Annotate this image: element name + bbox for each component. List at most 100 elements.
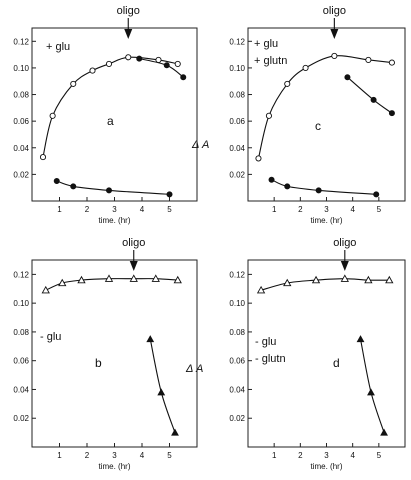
panel-b-xtick-label: 4 xyxy=(140,451,145,460)
panel-a-series-0-point-5 xyxy=(125,54,132,61)
panel-c-ytick-label: 0.10 xyxy=(229,64,245,73)
panel-d-letter: d xyxy=(333,356,340,370)
panel-b-ytick-label: 0.04 xyxy=(13,385,29,394)
panel-c-xtick-label: 2 xyxy=(298,205,303,214)
panel-c-series-0-curve xyxy=(257,55,392,159)
panel-c-series-2-point-0 xyxy=(268,176,275,183)
panel-b-series-1-point-1 xyxy=(157,388,166,396)
panel-a-series-1-point-2 xyxy=(180,74,187,81)
panel-a-series-2-curve xyxy=(56,180,170,195)
panel-c-ytick-label: 0.04 xyxy=(229,144,245,153)
panel-a-ytick-label: 0.12 xyxy=(13,37,29,46)
panel-c-series-0-point-6 xyxy=(388,59,395,66)
panel-b-series-1-curve xyxy=(149,338,176,433)
panel-b-annotation-0: - glu xyxy=(40,331,61,343)
panel-b-ytick-label: 0.08 xyxy=(13,328,29,337)
panel-b-xlabel: time. (hr) xyxy=(99,462,131,471)
panel-c-oligo-label: oligo xyxy=(323,5,346,17)
panel-c-xtick-label: 1 xyxy=(272,205,277,214)
panel-c-series-0-point-2 xyxy=(284,80,291,87)
panel-b-ytick-label: 0.02 xyxy=(13,414,29,423)
panel-a-xtick-label: 5 xyxy=(167,205,172,214)
panel-d-series-1-point-0 xyxy=(356,335,365,343)
panel-c-series-1-point-2 xyxy=(388,110,395,117)
panel-c-series-1-curve xyxy=(347,76,393,114)
panel-a-series-2-point-0 xyxy=(53,178,60,185)
panel-a-letter: a xyxy=(107,114,114,128)
panel-a-frame xyxy=(31,27,198,202)
delta-a-label-bottom: Δ A xyxy=(185,363,203,375)
panel-c-annotation-1: + glutn xyxy=(254,55,287,67)
panel-c-ytick-label: 0.08 xyxy=(229,91,245,100)
panel-c-xtick-label: 5 xyxy=(377,205,382,214)
panel-a-xtick-label: 3 xyxy=(112,205,117,214)
panel-b-series-0-point-6 xyxy=(173,275,182,284)
panel-d-xlabel: time. (hr) xyxy=(311,462,343,471)
panel-d-xtick-label: 1 xyxy=(272,451,277,460)
panel-b-series-0-point-2 xyxy=(77,275,86,284)
panel-a-series-0-point-2 xyxy=(70,80,77,87)
panel-d-xtick-label: 5 xyxy=(377,451,382,460)
panel-d-ytick-label: 0.02 xyxy=(229,414,245,423)
panel-d-series-1-curve xyxy=(359,338,385,433)
panel-d-xtick-label: 2 xyxy=(298,451,303,460)
panel-a-series-2-point-2 xyxy=(106,187,113,194)
panel-c-series-1-point-0 xyxy=(344,74,351,81)
panel-c-ytick-label: 0.12 xyxy=(229,37,245,46)
panel-c-ytick-label: 0.02 xyxy=(229,170,245,179)
panel-c-series-1-point-1 xyxy=(370,96,377,103)
panel-a-series-0-point-4 xyxy=(105,60,113,67)
panel-d-ytick-label: 0.12 xyxy=(229,270,245,279)
panel-d-series-0-point-3 xyxy=(340,274,349,282)
panel-d-ytick-label: 0.04 xyxy=(229,385,245,394)
panel-a-ytick-label: 0.04 xyxy=(13,144,29,153)
panel-a-series-0-point-7 xyxy=(174,60,181,67)
panel-c-series-2-point-3 xyxy=(373,191,380,198)
panel-b-xtick-label: 2 xyxy=(85,451,90,460)
panel-d-annotation-1: - glutn xyxy=(255,353,286,365)
panel-d-series-0-point-4 xyxy=(364,275,373,284)
panel-b-series-0-point-1 xyxy=(58,278,67,287)
panel-c-xtick-label: 3 xyxy=(324,205,329,214)
panel-a-ytick-label: 0.10 xyxy=(13,64,29,73)
panel-d-oligo-label: oligo xyxy=(333,237,356,249)
panel-a-xtick-label: 4 xyxy=(140,205,145,214)
panel-c-ytick-label: 0.06 xyxy=(229,117,245,126)
panel-b-series-0-point-4 xyxy=(129,274,138,282)
panel-b-series-1-point-2 xyxy=(171,428,179,436)
panel-d-series-0-point-1 xyxy=(283,278,292,287)
panel-c-xlabel: time. (hr) xyxy=(311,216,343,225)
panel-a-xtick-label: 2 xyxy=(85,205,90,214)
panel-d-series-1-point-1 xyxy=(367,388,375,396)
panel-a-oligo-label: oligo xyxy=(117,5,140,17)
panel-b-oligo-label: oligo xyxy=(122,237,145,249)
delta-a-label-top: Δ A xyxy=(191,139,209,151)
panel-a-xtick-label: 1 xyxy=(57,205,62,214)
panel-b-letter: b xyxy=(95,356,102,370)
panel-a-series-0-curve xyxy=(42,56,178,158)
panel-c-xtick-label: 4 xyxy=(350,205,355,214)
panel-c-oligo-arrow-head xyxy=(330,29,339,39)
panel-b-xtick-label: 3 xyxy=(112,451,117,460)
panel-c-series-2-point-1 xyxy=(284,183,291,190)
panel-a-series-2-point-1 xyxy=(70,183,77,190)
panel-b-series-0-point-0 xyxy=(41,285,50,294)
panel-d-annotation-0: - glu xyxy=(255,336,276,348)
panel-c-letter: c xyxy=(315,119,321,133)
panel-c-series-0-point-5 xyxy=(365,56,372,63)
panel-c-series-0-point-0 xyxy=(255,155,262,162)
panel-d-xtick-label: 3 xyxy=(324,451,329,460)
panel-a-series-0-point-3 xyxy=(89,67,96,74)
panel-c-series-2-point-2 xyxy=(315,187,322,194)
panel-a-annotation-0: + glu xyxy=(46,41,70,53)
panel-b-ytick-label: 0.12 xyxy=(13,270,29,279)
panel-a-series-2-point-3 xyxy=(166,191,173,198)
panel-d-ytick-label: 0.10 xyxy=(229,299,245,308)
panel-a-ytick-label: 0.02 xyxy=(13,170,29,179)
panel-b-xtick-label: 5 xyxy=(167,451,172,460)
panel-b-xtick-label: 1 xyxy=(57,451,62,460)
panel-d-xtick-label: 4 xyxy=(350,451,355,460)
panel-d-series-0-point-2 xyxy=(311,275,321,284)
panel-a-series-0-point-0 xyxy=(39,154,47,161)
